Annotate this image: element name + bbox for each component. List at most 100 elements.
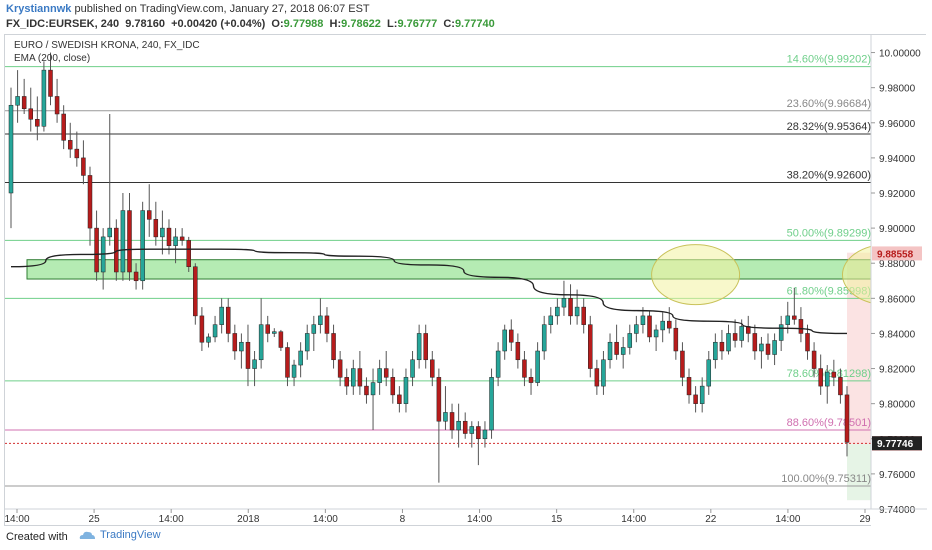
candle[interactable] xyxy=(693,394,698,404)
candle[interactable] xyxy=(805,333,810,352)
candle[interactable] xyxy=(535,350,540,383)
candle[interactable] xyxy=(272,331,277,334)
candle[interactable] xyxy=(627,333,633,348)
candle[interactable] xyxy=(574,306,580,317)
candle[interactable] xyxy=(87,175,93,229)
candle[interactable] xyxy=(831,371,837,378)
candle[interactable] xyxy=(291,364,297,378)
candle[interactable] xyxy=(436,377,442,422)
candle[interactable] xyxy=(199,315,205,343)
candle[interactable] xyxy=(331,333,336,361)
candle[interactable] xyxy=(120,210,126,273)
candle[interactable] xyxy=(726,333,731,352)
candle[interactable] xyxy=(515,341,521,361)
candle[interactable] xyxy=(35,119,40,127)
tradingview-logo[interactable]: TradingView xyxy=(78,529,161,541)
supply-zone[interactable] xyxy=(26,259,872,280)
candle[interactable] xyxy=(94,227,99,273)
candle[interactable] xyxy=(212,324,218,338)
candle[interactable] xyxy=(752,333,758,352)
candle[interactable] xyxy=(107,227,112,238)
candle[interactable] xyxy=(8,104,14,194)
candle[interactable] xyxy=(173,236,178,246)
candle[interactable] xyxy=(713,341,718,361)
candle[interactable] xyxy=(614,341,619,355)
candle[interactable] xyxy=(225,306,231,334)
candle[interactable] xyxy=(278,331,284,348)
candle[interactable] xyxy=(686,377,692,396)
candle[interactable] xyxy=(667,320,672,329)
candle[interactable] xyxy=(252,359,257,369)
candle[interactable] xyxy=(476,426,481,440)
candle[interactable] xyxy=(383,368,389,378)
candle[interactable] xyxy=(541,324,547,352)
candle[interactable] xyxy=(318,315,323,325)
candle[interactable] xyxy=(206,336,211,343)
candle[interactable] xyxy=(469,426,475,434)
candle[interactable] xyxy=(673,327,679,352)
candle[interactable] xyxy=(166,227,172,246)
candle[interactable] xyxy=(410,359,415,378)
candle[interactable] xyxy=(21,96,27,109)
candle[interactable] xyxy=(555,306,560,317)
candle[interactable] xyxy=(785,315,791,325)
highlight-ellipse[interactable] xyxy=(651,244,741,306)
candle[interactable] xyxy=(311,324,317,334)
candle[interactable] xyxy=(67,140,73,150)
candle[interactable] xyxy=(423,333,428,361)
candle[interactable] xyxy=(660,320,665,331)
candle[interactable] xyxy=(522,359,527,378)
candle[interactable] xyxy=(245,341,251,369)
candle[interactable] xyxy=(548,315,554,325)
price-chart[interactable]: 14.60%(9.99202) 23.60%(9.96684) 28.32%(9.9… xyxy=(5,35,927,526)
candle[interactable] xyxy=(390,377,396,396)
candle[interactable] xyxy=(607,341,613,361)
candle[interactable] xyxy=(825,371,830,387)
candle[interactable] xyxy=(818,368,823,387)
candle[interactable] xyxy=(140,210,145,282)
candle[interactable] xyxy=(482,429,488,440)
candle[interactable] xyxy=(258,324,264,361)
candle[interactable] xyxy=(54,96,60,115)
candle[interactable] xyxy=(568,298,573,317)
candle[interactable] xyxy=(594,368,600,387)
candle[interactable] xyxy=(133,271,139,282)
candle[interactable] xyxy=(370,382,376,396)
candle[interactable] xyxy=(509,329,514,343)
candle[interactable] xyxy=(304,333,310,352)
candle[interactable] xyxy=(403,377,409,404)
candle[interactable] xyxy=(772,340,777,355)
candle[interactable] xyxy=(732,333,738,341)
candle[interactable] xyxy=(844,394,850,443)
candle[interactable] xyxy=(706,359,712,387)
candle[interactable] xyxy=(798,319,804,334)
candle[interactable] xyxy=(344,377,349,387)
candle[interactable] xyxy=(364,385,369,396)
candle[interactable] xyxy=(792,315,797,320)
candle[interactable] xyxy=(298,350,303,366)
candle[interactable] xyxy=(337,359,343,378)
candle[interactable] xyxy=(634,324,639,334)
candle[interactable] xyxy=(719,341,725,352)
candle[interactable] xyxy=(759,343,764,352)
candle[interactable] xyxy=(778,324,784,341)
candle[interactable] xyxy=(285,347,290,378)
candle[interactable] xyxy=(127,210,132,273)
candle[interactable] xyxy=(430,359,435,378)
candle[interactable] xyxy=(397,394,402,404)
candle[interactable] xyxy=(28,108,33,120)
candle[interactable] xyxy=(653,329,659,338)
candle[interactable] xyxy=(489,377,494,431)
candle[interactable] xyxy=(15,96,20,106)
candle[interactable] xyxy=(647,315,652,338)
legend-indicator[interactable]: EMA (200, close) xyxy=(14,53,91,64)
candle[interactable] xyxy=(680,350,685,378)
candle[interactable] xyxy=(186,240,191,267)
candle[interactable] xyxy=(232,333,238,352)
candle[interactable] xyxy=(239,341,244,352)
candle[interactable] xyxy=(219,306,224,325)
candle[interactable] xyxy=(61,113,66,141)
candle[interactable] xyxy=(640,315,646,325)
candle[interactable] xyxy=(765,343,771,355)
candle[interactable] xyxy=(114,227,119,273)
